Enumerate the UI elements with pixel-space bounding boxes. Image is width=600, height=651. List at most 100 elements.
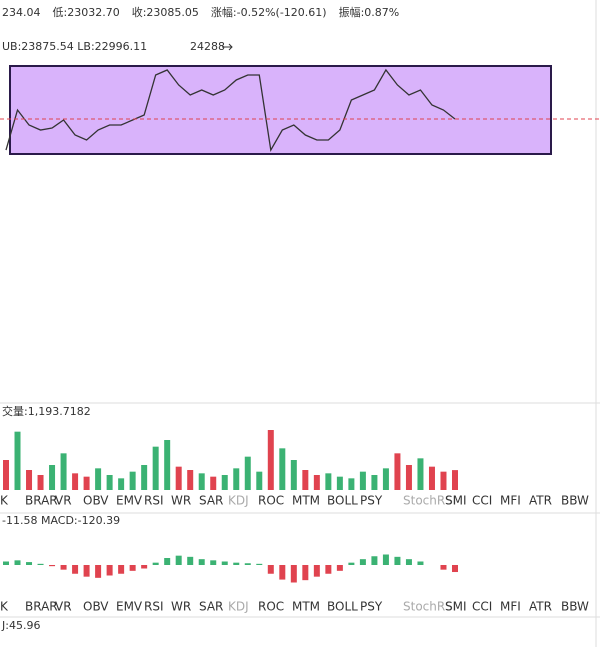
volume-bar [210,476,217,490]
indicator-tab[interactable]: CCI [472,600,492,614]
indicator-tab[interactable]: SAR [199,494,223,508]
volume-bar [49,465,56,490]
volume-bar [313,475,320,490]
macd-bar [440,565,447,570]
header-item: 234.04 [2,6,41,19]
volume-bar [26,470,33,490]
volume-bar [221,475,228,490]
peak-arrow [222,43,233,51]
indicator-tab[interactable]: MFI [500,600,521,614]
volume-bar [417,458,424,490]
indicator-tab[interactable]: ROC [258,494,284,508]
macd-bar [72,565,79,574]
indicator-tab[interactable]: ROC [258,600,284,614]
range-box [9,65,552,155]
indicator-tab[interactable]: StochRSI [403,600,456,614]
macd-bar [290,565,297,583]
macd-bar [175,555,182,565]
macd-bar [141,565,148,569]
indicator-tab[interactable]: MTM [292,494,320,508]
macd-bar [302,565,309,581]
volume-bar [72,473,79,490]
indicator-tab[interactable]: BOLL [327,494,358,508]
volume-bar [152,446,159,490]
macd-bar [60,565,67,570]
volume-bar [256,471,263,490]
macd-bar [95,565,102,578]
macd-bar [359,559,366,565]
indicator-tab[interactable]: VR [55,600,72,614]
indicator-tab[interactable]: PSY [360,494,383,508]
volume-bar [129,471,136,490]
volume-bar [198,473,205,490]
macd-bar [371,556,378,565]
volume-bar [405,465,412,490]
volume-bar [348,478,355,490]
indicator-tab[interactable]: BBW [561,494,589,508]
indicator-tab[interactable]: KDJ [228,494,249,508]
volume-bar [371,475,378,490]
volume-bar [187,470,194,490]
volume-bar [452,470,458,490]
macd-bar [37,563,44,565]
volume-bar [233,468,240,490]
indicator-tab[interactable]: MTM [292,600,320,614]
header-item: 涨幅:-0.52%(-120.61) [211,6,327,19]
indicator-tab[interactable]: EMV [116,494,143,508]
indicator-tab[interactable]: BRAR [25,494,58,508]
volume-bar [440,471,447,490]
indicator-tab[interactable]: K [0,494,9,508]
bottom-label: J:45.96 [1,619,40,632]
volume-bar [141,465,148,490]
indicator-tab[interactable]: MFI [500,494,521,508]
header-item: 低:23032.70 [53,6,120,19]
volume-bar [336,476,343,490]
volume-bar [290,460,297,490]
indicator-tab[interactable]: SAR [199,600,223,614]
volume-bar [325,473,332,490]
macd-bar [256,563,263,565]
indicator-tab[interactable]: VR [55,494,72,508]
indicator-tab[interactable]: ATR [529,494,552,508]
indicator-tab[interactable]: RSI [144,600,164,614]
header-item: 收:23085.05 [132,5,199,19]
macd-bar [3,561,9,565]
indicator-tab[interactable]: BBW [561,600,589,614]
macd-bar [417,561,424,565]
indicator-tab[interactable]: CCI [472,494,492,508]
volume-bar [83,476,90,490]
macd-bar [325,565,332,574]
indicator-tab[interactable]: WR [171,600,191,614]
macd-bar [164,558,171,565]
indicator-tab[interactable]: RSI [144,494,164,508]
indicator-tab[interactable]: BRAR [25,600,58,614]
indicator-tab[interactable]: SMI [445,600,467,614]
indicator-tab[interactable]: OBV [83,494,109,508]
macd-bar [313,565,320,577]
indicator-tab[interactable]: WR [171,494,191,508]
macd-bar [152,562,159,565]
volume-bar [279,448,286,490]
indicator-tab[interactable]: ATR [529,600,552,614]
macd-bar [83,565,90,577]
volume-bar [428,466,435,490]
indicator-tab[interactable]: OBV [83,600,109,614]
indicator-tab[interactable]: BOLL [327,600,358,614]
indicator-tab[interactable]: KDJ [228,600,249,614]
volume-bar [60,453,67,490]
indicator-tab[interactable]: PSY [360,600,383,614]
indicator-tab[interactable]: SMI [445,494,467,508]
indicator-tab[interactable]: K [0,600,9,614]
macd-bar [267,565,274,574]
macd-bar [106,565,113,576]
volume-bar [14,431,21,490]
volume-label: 交量:1,193.7182 [2,404,91,418]
indicator-tab[interactable]: EMV [116,600,143,614]
volume-bar [164,440,171,490]
price-line [5,68,456,152]
macd-bar [336,565,343,571]
macd-bar [279,565,286,580]
macd-bar [187,556,194,565]
indicator-tab[interactable]: StochRSI [403,494,456,508]
